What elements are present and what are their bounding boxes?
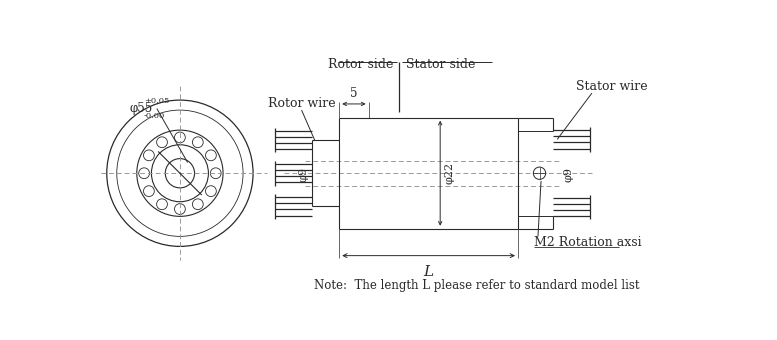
Text: Note:  The length L please refer to standard model list: Note: The length L please refer to stand…: [314, 279, 639, 292]
Text: Stator wire: Stator wire: [577, 80, 648, 93]
Text: -0.00: -0.00: [144, 113, 165, 120]
Text: M2 Rotation axsi: M2 Rotation axsi: [534, 236, 642, 249]
Text: Rotor wire: Rotor wire: [268, 97, 336, 110]
Text: Rotor side: Rotor side: [328, 58, 393, 71]
Text: 5: 5: [350, 87, 357, 100]
Text: φ9: φ9: [564, 167, 573, 182]
Text: Stator side: Stator side: [406, 58, 475, 71]
Text: +0.05: +0.05: [144, 97, 169, 105]
Text: φ9: φ9: [298, 167, 308, 182]
Text: φ22: φ22: [444, 162, 454, 184]
Text: L: L: [423, 265, 434, 279]
Text: φ55: φ55: [130, 102, 153, 115]
